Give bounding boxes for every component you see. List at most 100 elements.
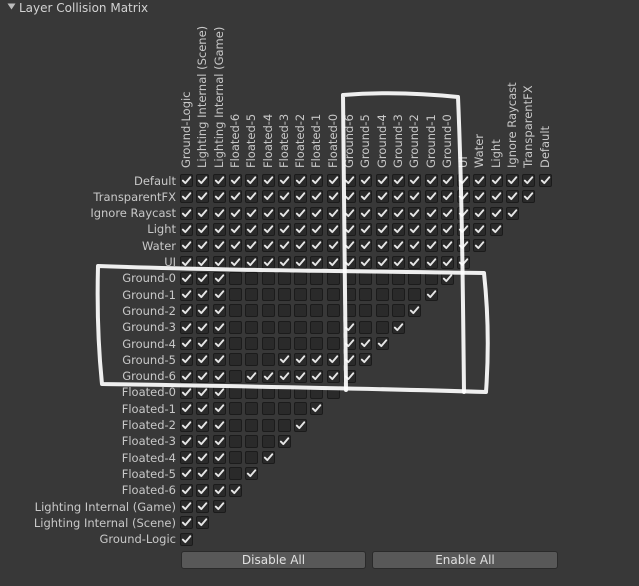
collision-toggle[interactable] [375,337,389,350]
collision-toggle[interactable] [261,320,275,334]
collision-toggle[interactable] [245,304,259,318]
collision-toggle[interactable] [294,206,308,220]
collision-toggle[interactable] [310,255,324,269]
collision-toggle[interactable] [261,304,275,318]
collision-toggle[interactable] [245,190,259,204]
collision-toggle[interactable] [343,288,356,302]
collision-toggle[interactable] [180,190,193,204]
collision-toggle[interactable] [375,239,389,253]
collision-toggle[interactable] [310,222,324,236]
collision-toggle[interactable] [294,174,308,187]
collision-toggle[interactable] [522,190,536,204]
collision-toggle[interactable] [196,516,210,530]
collision-toggle[interactable] [310,369,324,383]
collision-toggle[interactable] [408,239,422,253]
collision-toggle[interactable] [228,483,242,497]
collision-toggle[interactable] [245,239,259,253]
collision-toggle[interactable] [196,451,210,465]
collision-toggle[interactable] [359,288,373,302]
collision-toggle[interactable] [245,222,259,236]
collision-toggle[interactable] [326,255,340,269]
collision-toggle[interactable] [375,288,389,302]
collision-toggle[interactable] [457,174,471,187]
layer-collision-matrix-header[interactable]: Layer Collision Matrix [0,0,639,18]
collision-toggle[interactable] [457,222,471,236]
collision-toggle[interactable] [391,174,405,187]
collision-toggle[interactable] [180,222,193,236]
collision-toggle[interactable] [228,206,242,220]
collision-toggle[interactable] [228,288,242,302]
collision-toggle[interactable] [310,174,324,187]
collision-toggle[interactable] [277,271,291,285]
collision-toggle[interactable] [424,271,438,285]
collision-toggle[interactable] [391,239,405,253]
collision-toggle[interactable] [180,206,193,220]
collision-toggle[interactable] [245,288,259,302]
collision-toggle[interactable] [294,418,308,432]
collision-toggle[interactable] [196,288,210,302]
collision-toggle[interactable] [294,304,308,318]
collision-toggle[interactable] [326,337,340,350]
collision-toggle[interactable] [424,239,438,253]
collision-toggle[interactable] [359,190,373,204]
collision-toggle[interactable] [343,239,356,253]
collision-toggle[interactable] [261,337,275,350]
collision-toggle[interactable] [261,255,275,269]
collision-toggle[interactable] [277,337,291,350]
collision-toggle[interactable] [375,190,389,204]
collision-toggle[interactable] [424,190,438,204]
collision-toggle[interactable] [196,206,210,220]
collision-toggle[interactable] [228,239,242,253]
collision-toggle[interactable] [245,337,259,350]
collision-toggle[interactable] [359,239,373,253]
collision-toggle[interactable] [277,369,291,383]
collision-toggle[interactable] [424,206,438,220]
collision-toggle[interactable] [424,174,438,187]
collision-toggle[interactable] [440,255,454,269]
collision-toggle[interactable] [196,222,210,236]
collision-toggle[interactable] [359,320,373,334]
collision-toggle[interactable] [359,304,373,318]
collision-toggle[interactable] [180,418,193,432]
collision-toggle[interactable] [228,174,242,187]
collision-toggle[interactable] [424,222,438,236]
collision-toggle[interactable] [212,385,226,399]
collision-toggle[interactable] [506,206,519,220]
triangle-down-icon[interactable] [7,2,16,11]
collision-toggle[interactable] [212,467,226,481]
collision-toggle[interactable] [294,190,308,204]
collision-toggle[interactable] [375,174,389,187]
collision-toggle[interactable] [326,288,340,302]
collision-toggle[interactable] [294,337,308,350]
collision-toggle[interactable] [228,418,242,432]
collision-toggle[interactable] [228,304,242,318]
disable-all-button[interactable]: Disable All [181,551,366,569]
collision-toggle[interactable] [228,353,242,367]
collision-toggle[interactable] [212,288,226,302]
collision-toggle[interactable] [359,255,373,269]
collision-toggle[interactable] [326,304,340,318]
collision-toggle[interactable] [359,337,373,350]
collision-toggle[interactable] [343,304,356,318]
collision-toggle[interactable] [212,434,226,448]
collision-toggle[interactable] [180,288,193,302]
collision-toggle[interactable] [277,206,291,220]
collision-toggle[interactable] [440,206,454,220]
collision-toggle[interactable] [277,434,291,448]
collision-toggle[interactable] [180,255,193,269]
collision-toggle[interactable] [180,451,193,465]
collision-toggle[interactable] [228,385,242,399]
collision-toggle[interactable] [310,239,324,253]
collision-toggle[interactable] [261,222,275,236]
collision-toggle[interactable] [326,174,340,187]
collision-toggle[interactable] [245,174,259,187]
collision-toggle[interactable] [343,353,356,367]
collision-toggle[interactable] [424,288,438,302]
collision-toggle[interactable] [245,418,259,432]
collision-toggle[interactable] [343,222,356,236]
collision-toggle[interactable] [212,402,226,416]
collision-toggle[interactable] [294,239,308,253]
collision-toggle[interactable] [343,369,356,383]
collision-toggle[interactable] [277,222,291,236]
collision-toggle[interactable] [180,434,193,448]
